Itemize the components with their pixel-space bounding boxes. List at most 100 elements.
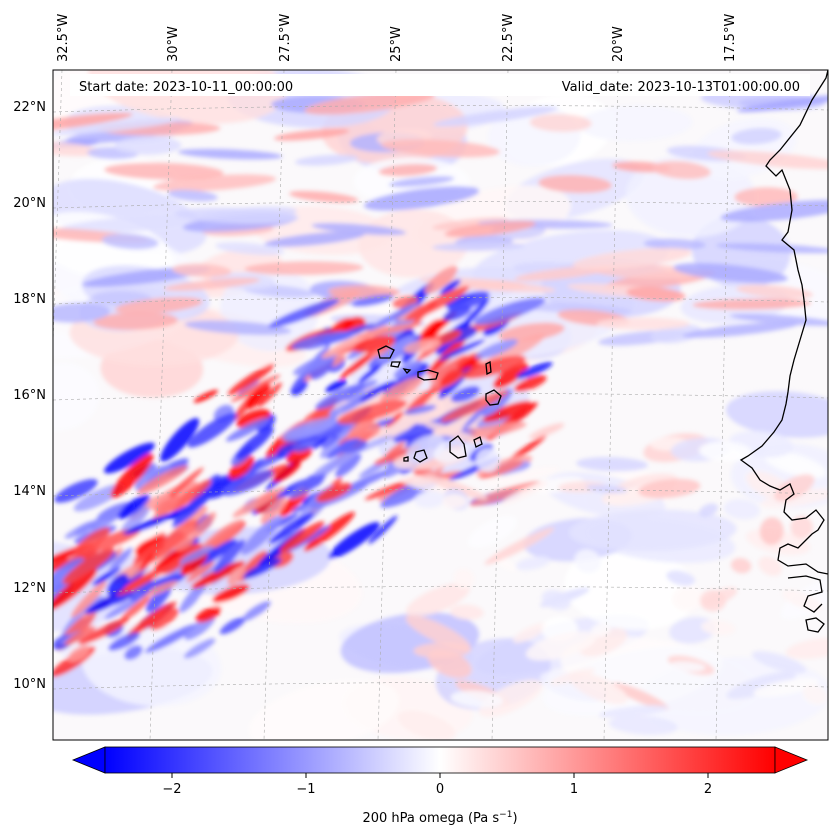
omega-contour-blob [446,291,490,312]
colorbar-bar [104,746,776,774]
omega-contour-blob [353,335,396,353]
omega-contour-blob [167,189,218,202]
omega-contour-blob [720,199,828,222]
omega-contour-blob [379,376,424,403]
omega-contour-blob [424,265,458,295]
omega-contour-blob [405,286,470,321]
omega-contour-blob [58,215,196,235]
omega-contour-blob [71,580,107,618]
colorbar-label-exponent: −1 [499,810,512,820]
omega-contour-blob [289,472,327,499]
omega-contour-blob [276,443,296,459]
omega-contour-blob [213,539,246,573]
omega-contour-blob [484,527,555,565]
colorbar-ticks: −2 −1 0 1 2 [162,773,712,797]
omega-contour-blob [356,422,381,441]
omega-contour-blob [322,399,363,420]
omega-contour-blob [478,679,543,717]
omega-contour-blob [753,678,819,697]
lat-label-20n: 20°N [13,196,46,211]
longitude-gridline [715,70,731,740]
omega-contour-blob [529,423,565,439]
omega-contour-blob [248,679,399,740]
lat-label-14n: 14°N [13,484,46,499]
omega-contour-blob [759,517,784,546]
omega-contour-blob [144,624,198,653]
omega-contour-blob [785,637,828,659]
omega-contour-blob [723,499,761,520]
omega-contour-blob [151,495,180,524]
latitude-gridline [53,105,828,113]
lon-label-32-5w: 32.5°W [56,14,71,62]
omega-contour-blob [304,90,436,115]
omega-contour-blob [219,616,246,635]
omega-contour-blob [303,511,355,552]
lon-label-17-5w: 17.5°W [723,14,738,62]
omega-contour-blob [442,305,472,322]
omega-contour-blob [106,573,129,596]
omega-contour-blob [538,174,612,194]
omega-contour-blob [53,552,71,574]
omega-contour-blob [290,331,351,350]
omega-contour-blob [225,417,270,442]
omega-contour-blob [449,604,484,620]
omega-contour-blob [469,481,541,507]
omega-contour-blob [512,623,547,643]
omega-contour-blob [328,522,380,559]
omega-contour-blob [273,462,301,483]
omega-contour-blob [191,561,246,589]
omega-contour-blob [698,503,719,517]
omega-contour-blob [179,580,208,613]
omega-contour-blob [187,412,237,448]
latitude-gridline [53,682,828,690]
longitude-gridline [603,70,619,740]
omega-contour-blob [598,705,669,718]
omega-contour-blob [355,323,423,338]
omega-contour-blob [190,512,216,540]
omega-contour-blob [53,302,111,323]
omega-contour-blob [53,141,101,157]
omega-contour-blob [184,320,292,336]
omega-contour-blob [422,420,480,444]
info-label-background [70,74,810,96]
omega-contour-blob [335,453,362,478]
omega-contour-blob [320,432,349,459]
omega-contour-blob [53,362,101,432]
omega-contour-blob [183,638,216,659]
island-brava [403,456,409,462]
african-coastline [739,70,828,575]
omega-contour-blob [90,506,124,531]
omega-contour-blob [67,645,91,663]
omega-contour-blob [513,375,547,392]
omega-contour-blob [195,606,222,623]
omega-contour-blob [246,383,271,409]
lon-label-30w: 30°W [166,26,181,62]
omega-contour-blob [736,284,814,299]
lon-label-25w: 25°W [389,26,404,62]
colorbar-label-end: ) [512,811,517,826]
omega-contour-blob [264,231,365,247]
omega-contour-blob [53,117,181,136]
omega-contour-blob [230,374,281,403]
omega-contour-blob [53,557,85,593]
omega-contour-blob [514,265,612,282]
omega-contour-blob [569,509,737,552]
omega-contour-blob [781,589,823,611]
omega-contour-blob [474,339,518,359]
island-boa-vista [485,389,502,406]
omega-contour-blob [337,399,407,425]
omega-contour-blob [172,263,232,278]
omega-contour-blob [200,519,245,552]
omega-contour-blob [459,298,490,331]
latitude-gridline [53,201,828,209]
omega-contour-blob [397,710,456,740]
omega-contour-blob [432,217,509,231]
omega-contour-blob [338,438,367,454]
omega-contour-blob [139,580,179,599]
omega-contour-blob [162,467,204,504]
omega-contour-blob [168,479,212,512]
coast-inlet [787,575,823,613]
omega-contour-blob [171,489,213,528]
colorbar-label: 200 hPa omega (Pa s−1) [362,810,517,826]
